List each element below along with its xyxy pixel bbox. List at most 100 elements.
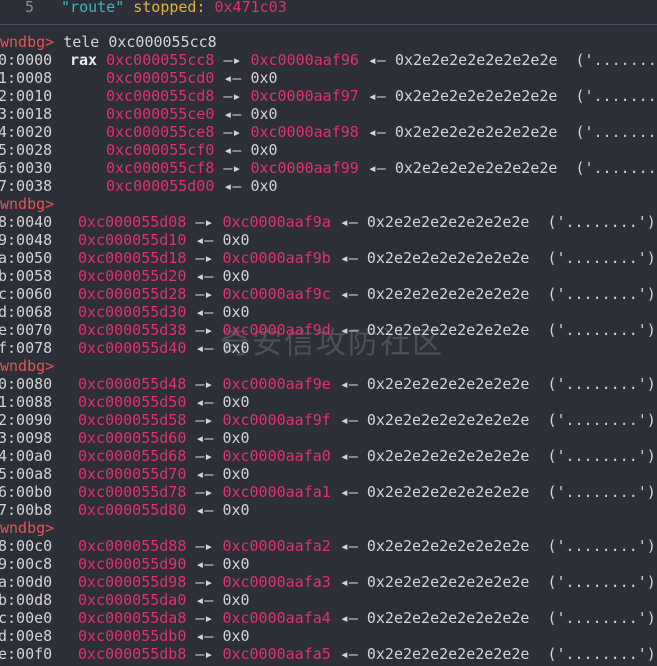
address: 0xc000055d60 — [78, 429, 187, 447]
offset: c:00e0 — [0, 609, 53, 627]
string: ('........') — [547, 645, 656, 663]
arrow: ◂— — [195, 555, 214, 573]
offset: 5:0028 — [0, 141, 53, 159]
value: 0x2e2e2e2e2e2e2e2e — [366, 609, 530, 627]
arrow: ◂— — [339, 249, 358, 267]
address: 0xc000055d58 — [78, 411, 187, 429]
telescope-row: 0xc000055d38 —▸ 0xc0000aaf9d ◂— 0x2e2e2e2e2e… — [78, 321, 656, 339]
prompt: wndbg> — [0, 357, 55, 375]
value: 0x2e2e2e2e2e2e2e2e — [366, 285, 530, 303]
target-address: 0xc0000aaf9d — [222, 321, 331, 339]
arrow: ◂— — [339, 285, 358, 303]
value: 0x2e2e2e2e2e2e2e2e — [394, 123, 558, 141]
value: 0x0 — [222, 591, 250, 609]
address: 0xc000055cf0 — [106, 141, 215, 159]
offset: 5:00a8 — [0, 465, 53, 483]
arrow: —▸ — [195, 249, 214, 267]
offset: 0:0080 — [0, 375, 53, 393]
target-address: 0xc0000aaf9b — [222, 249, 331, 267]
telescope-row: 0xc000055d68 —▸ 0xc0000aafa0 ◂— 0x2e2e2e2e2e… — [78, 447, 656, 465]
string: ('........') — [547, 249, 656, 267]
telescope-row: 0xc000055d40 ◂— 0x0 — [78, 339, 250, 357]
watermark: 奇安信攻防社区 — [220, 326, 444, 361]
value: 0x2e2e2e2e2e2e2e2e — [394, 51, 558, 69]
target-address: 0xc0000aafa1 — [222, 483, 331, 501]
arrow: —▸ — [195, 411, 214, 429]
address: 0xc000055d88 — [78, 537, 187, 555]
arrow: ◂— — [195, 429, 214, 447]
value: 0x2e2e2e2e2e2e2e2e — [366, 537, 530, 555]
arrow: ◂— — [339, 537, 358, 555]
arrow: —▸ — [195, 285, 214, 303]
address: 0xc000055d40 — [78, 339, 187, 357]
value: 0x0 — [250, 141, 278, 159]
arrow: ◂— — [223, 141, 242, 159]
address: 0xc000055d98 — [78, 573, 187, 591]
arrow: ◂— — [367, 123, 386, 141]
address: 0xc000055d80 — [78, 501, 187, 519]
arrow: ◂— — [223, 69, 242, 87]
string: ('........') — [547, 447, 656, 465]
offset: 4:00a0 — [0, 447, 53, 465]
offset: 3:0018 — [0, 105, 53, 123]
telescope-row: 0xc000055da8 —▸ 0xc0000aafa4 ◂— 0x2e2e2e2e2e… — [78, 609, 656, 627]
telescope-row: 0xc000055d80 ◂— 0x0 — [78, 501, 250, 519]
target-address: 0xc0000aafa4 — [222, 609, 331, 627]
arrow: ◂— — [367, 51, 386, 69]
telescope-row: 0xc000055da0 ◂— 0x0 — [78, 591, 250, 609]
address: 0xc000055d08 — [78, 213, 187, 231]
string: ('........') — [547, 213, 656, 231]
arrow: ◂— — [223, 105, 242, 123]
arrow: —▸ — [195, 213, 214, 231]
arrow: ◂— — [195, 303, 214, 321]
address: 0xc000055d18 — [78, 249, 187, 267]
telescope-row: 0xc000055cd8 —▸ 0xc0000aaf97 ◂— 0x2e2e2e2e2e… — [106, 87, 657, 105]
telescope-row: 0xc000055d28 —▸ 0xc0000aaf9c ◂— 0x2e2e2e2e2e… — [78, 285, 656, 303]
telescope-row: 0xc000055d20 ◂— 0x0 — [78, 267, 250, 285]
arrow: —▸ — [195, 645, 214, 663]
telescope-row: 0xc000055cf0 ◂— 0x0 — [106, 141, 278, 159]
address: 0xc000055d28 — [78, 285, 187, 303]
value: 0x0 — [250, 69, 278, 87]
address: 0xc000055db8 — [78, 645, 187, 663]
value: 0x0 — [222, 267, 250, 285]
value: 0x2e2e2e2e2e2e2e2e — [366, 375, 530, 393]
offset: f:0078 — [0, 339, 53, 357]
goroutine-name: "route" — [61, 0, 125, 16]
telescope-row: 0xc000055d78 —▸ 0xc0000aafa1 ◂— 0x2e2e2e2e2e… — [78, 483, 656, 501]
arrow: —▸ — [223, 159, 242, 177]
target-address: 0xc0000aaf99 — [250, 159, 359, 177]
string: ('........') — [547, 411, 656, 429]
offset: 7:00b8 — [0, 501, 53, 519]
target-address: 0xc0000aaf97 — [250, 87, 359, 105]
value: 0x0 — [222, 465, 250, 483]
address: 0xc000055da8 — [78, 609, 187, 627]
value: 0x0 — [222, 429, 250, 447]
telescope-row: 0xc000055d18 —▸ 0xc0000aaf9b ◂— 0x2e2e2e2e2e… — [78, 249, 656, 267]
string: ('........') — [547, 573, 656, 591]
offset: 0:0000 — [0, 51, 53, 69]
status: stopped: — [133, 0, 206, 16]
offset: 3:0098 — [0, 429, 53, 447]
address: 0xc000055d38 — [78, 321, 187, 339]
string: ('........ — [575, 51, 657, 69]
address: 0xc000055cd0 — [106, 69, 215, 87]
address: 0xc000055d78 — [78, 483, 187, 501]
arrow: —▸ — [195, 609, 214, 627]
target-address: 0xc0000aaf9e — [222, 375, 331, 393]
address: 0xc000055d68 — [78, 447, 187, 465]
offset: e:00f0 — [0, 645, 53, 663]
string: ('........') — [547, 483, 656, 501]
offset: 8:00c0 — [0, 537, 53, 555]
arrow: ◂— — [367, 87, 386, 105]
value: 0x0 — [250, 177, 278, 195]
arrow: ◂— — [339, 321, 358, 339]
offset: 1:0088 — [0, 393, 53, 411]
address: 0xc000055d70 — [78, 465, 187, 483]
offset: 9:0048 — [0, 231, 53, 249]
address: 0xc000055d48 — [78, 375, 187, 393]
value: 0x2e2e2e2e2e2e2e2e — [394, 87, 558, 105]
target-address: 0xc0000aaf9c — [222, 285, 331, 303]
arrow: ◂— — [339, 213, 358, 231]
